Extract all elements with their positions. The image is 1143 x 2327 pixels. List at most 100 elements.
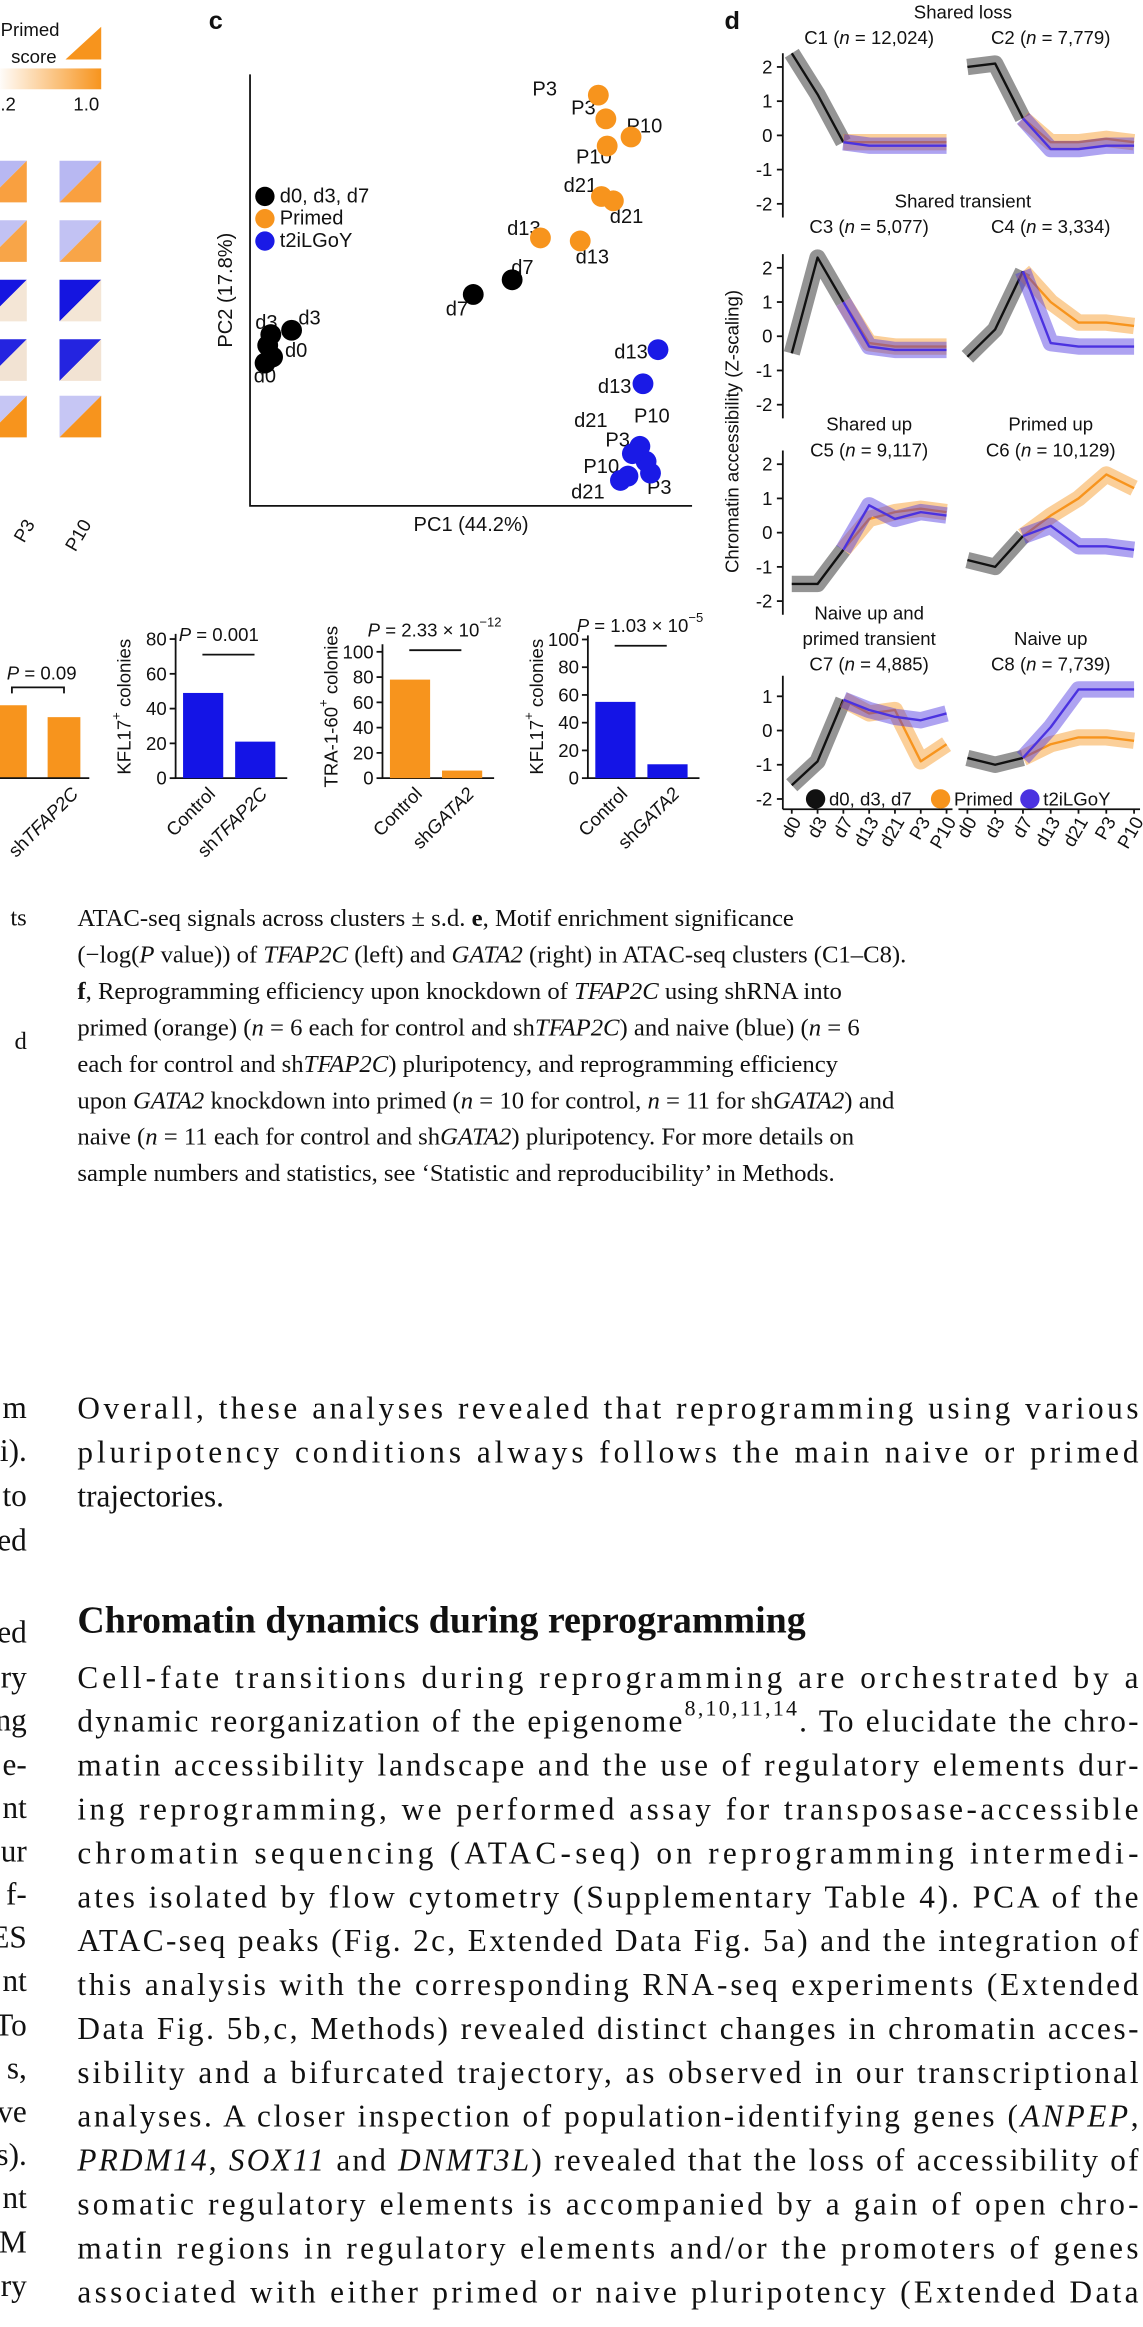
- text-run: sample numbers and statistics, see ‘Stat…: [77, 1160, 834, 1187]
- text-run: ATAC-seq signals across clusters ± s.d.: [77, 905, 471, 932]
- cropped-text: m: [2, 1390, 26, 1425]
- cropped-text: d: [14, 1028, 27, 1055]
- heatmap-cell: [0, 220, 27, 262]
- text-run: this analysis with the corresponding RNA…: [77, 1967, 1139, 2002]
- body-line: Data Fig. 5b,c, Methods) revealed distin…: [77, 2010, 1138, 2045]
- text-run: +: [109, 712, 124, 720]
- text-run: GATA2: [422, 782, 478, 838]
- scatter-point: [610, 469, 631, 491]
- scatter-point: [640, 462, 661, 484]
- text-run: = 9,117): [856, 439, 929, 460]
- scatter-point: [254, 352, 276, 374]
- text-run: ,: [1131, 2098, 1139, 2133]
- bar: [235, 741, 276, 779]
- panel-subtitle: C3 (n = 5,077): [809, 216, 928, 237]
- point-label: d13: [576, 246, 610, 268]
- y-tick-label: 0: [156, 768, 166, 789]
- body-line: analyses. A closer inspection of populat…: [77, 2098, 1138, 2133]
- text-run: = 7,779): [1037, 27, 1111, 48]
- body-line: associated with either primed or naive p…: [77, 2274, 1138, 2309]
- y-axis-label: KFL17+ colonies: [521, 639, 547, 775]
- cropped-text: e-: [3, 1747, 27, 1782]
- line: [1021, 270, 1135, 348]
- bar: [647, 764, 688, 779]
- y-tick-label: -1: [756, 556, 773, 577]
- caption-line: each for control and shTFAP2C) pluripote…: [77, 1050, 838, 1077]
- point-label: d21: [610, 206, 644, 228]
- y-tick-label: 40: [146, 698, 167, 719]
- text-run: and: [326, 2142, 396, 2177]
- text-run: ANPEP: [1019, 2098, 1129, 2133]
- text-run: SOX11: [229, 2142, 324, 2177]
- scatter-point: [530, 227, 551, 249]
- y-tick-label: 100: [548, 629, 579, 650]
- text-run: naive (: [77, 1123, 145, 1150]
- line: [790, 699, 845, 787]
- text-run: ) and naive (blue) (: [620, 1014, 809, 1041]
- point-label: P3: [571, 98, 596, 120]
- text-run: TFAP2C: [18, 782, 83, 847]
- legend-label: Primed: [954, 788, 1013, 809]
- text-run: primed (orange) (: [77, 1014, 251, 1041]
- body-line: Cell-fate transitions during reprogrammi…: [77, 1659, 1138, 1694]
- y-tick-label: 0: [762, 522, 772, 543]
- heatmap-cell: [59, 160, 102, 203]
- legend-gradient: [0, 68, 102, 90]
- body-line: pluripotency conditions always follows t…: [77, 1434, 1139, 1469]
- heatmap-cell: [0, 339, 27, 381]
- legend-marker: [255, 186, 275, 207]
- panel-subtitle: C6 (n = 10,129): [986, 439, 1116, 460]
- x-tick-label: d21: [875, 813, 909, 850]
- text-run: = 3,334): [1037, 216, 1111, 237]
- point-label: d21: [564, 175, 598, 197]
- text-run: = 11 each for control and sh: [158, 1123, 441, 1150]
- cropped-text: To: [0, 2007, 27, 2042]
- figure-caption: ATAC-seq signals across clusters ± s.d. …: [10, 905, 906, 1187]
- text-run: n: [845, 653, 855, 674]
- scatter-point: [602, 190, 624, 212]
- y-tick-label: -2: [756, 193, 773, 214]
- point-label: P3: [605, 429, 630, 451]
- text-run: colonies: [113, 639, 134, 712]
- y-axis-label: TRA-1-60+ colonies: [315, 626, 341, 788]
- point-label: d0: [285, 340, 307, 362]
- scatter-point: [569, 230, 591, 252]
- text-run: KFL17: [525, 720, 546, 775]
- y-tick-label: 0: [762, 125, 772, 146]
- text-run: GATA2: [452, 941, 523, 968]
- text-run: e: [472, 905, 483, 932]
- scatter-point: [620, 126, 642, 148]
- text-run: DNMT3L: [397, 2142, 529, 2177]
- text-run: TFAP2C: [263, 941, 348, 968]
- scatter-point: [501, 269, 523, 291]
- point-label: d21: [571, 481, 605, 503]
- y-tick-label: 80: [558, 657, 579, 678]
- text-run: C4 (: [991, 216, 1027, 237]
- y-tick-label: 20: [353, 742, 374, 763]
- p-value: P = 0.001: [179, 623, 259, 644]
- cropped-text: s).: [0, 2137, 27, 2172]
- cropped-text: ve: [0, 2094, 27, 2129]
- legend-marker: [930, 789, 951, 809]
- y-tick-label: 40: [353, 717, 374, 738]
- text-run: sibility and a bifurcated trajectory, as…: [77, 2054, 1138, 2089]
- heatmap-cell: [59, 339, 102, 381]
- text-run: dynamic reorganization of the epigenome: [77, 1703, 682, 1738]
- text-run: −5: [688, 610, 703, 625]
- text-run: using shRNA into: [659, 977, 842, 1004]
- cropped-text: ES: [0, 1920, 27, 1955]
- text-run: = 0.001: [191, 623, 259, 644]
- bar: [442, 770, 483, 779]
- panel-title: Shared up: [826, 414, 912, 435]
- p-value: P = 2.33 × 10−12: [368, 614, 502, 639]
- section-heading: Chromatin dynamics during reprogramming: [77, 1599, 805, 1641]
- text-run: n: [252, 1014, 264, 1041]
- text-run: C5 (: [810, 439, 846, 460]
- text-run: (−log(: [77, 941, 139, 968]
- column-label: P3: [9, 515, 39, 545]
- panel-subtitle: C7 (n = 4,885): [809, 653, 928, 674]
- caption-line: naive (n = 11 each for control and shGAT…: [77, 1123, 854, 1150]
- point-label: d13: [614, 342, 648, 364]
